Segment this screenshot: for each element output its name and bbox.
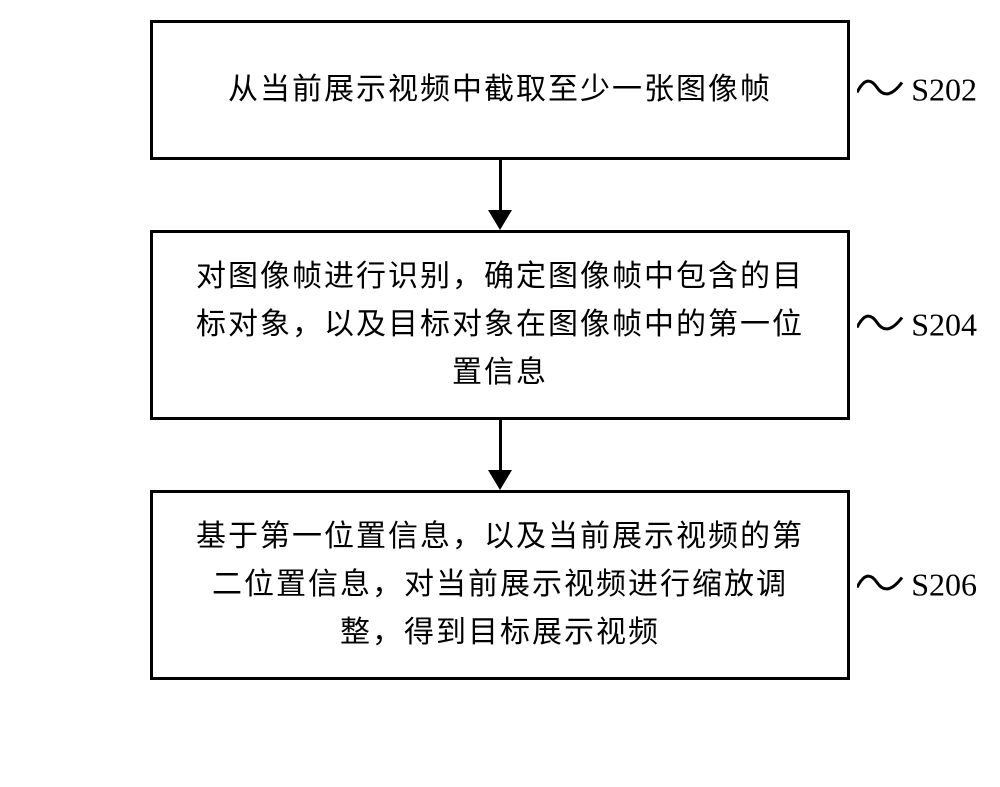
step-label: S204 xyxy=(911,307,977,344)
squiggle-connector xyxy=(857,308,907,343)
arrow-shaft xyxy=(499,420,502,470)
arrow-head-icon xyxy=(488,210,512,230)
step-label: S206 xyxy=(911,567,977,604)
flowchart-container: 从当前展示视频中截取至少一张图像帧 S202 对图像帧进行识别，确定图像帧中包含… xyxy=(80,20,920,680)
arrow-head-icon xyxy=(488,470,512,490)
flow-step-s202: 从当前展示视频中截取至少一张图像帧 S202 xyxy=(150,20,850,160)
squiggle-connector xyxy=(857,73,907,108)
flow-step-s206: 基于第一位置信息，以及当前展示视频的第二位置信息，对当前展示视频进行缩放调整，得… xyxy=(150,490,850,680)
step-text: 基于第一位置信息，以及当前展示视频的第二位置信息，对当前展示视频进行缩放调整，得… xyxy=(183,513,817,657)
squiggle-connector xyxy=(857,568,907,603)
step-text: 从当前展示视频中截取至少一张图像帧 xyxy=(228,66,772,114)
arrow-shaft xyxy=(499,160,502,210)
flow-step-s204: 对图像帧进行识别，确定图像帧中包含的目标对象，以及目标对象在图像帧中的第一位置信… xyxy=(150,230,850,420)
step-text: 对图像帧进行识别，确定图像帧中包含的目标对象，以及目标对象在图像帧中的第一位置信… xyxy=(183,253,817,397)
step-label: S202 xyxy=(911,72,977,109)
